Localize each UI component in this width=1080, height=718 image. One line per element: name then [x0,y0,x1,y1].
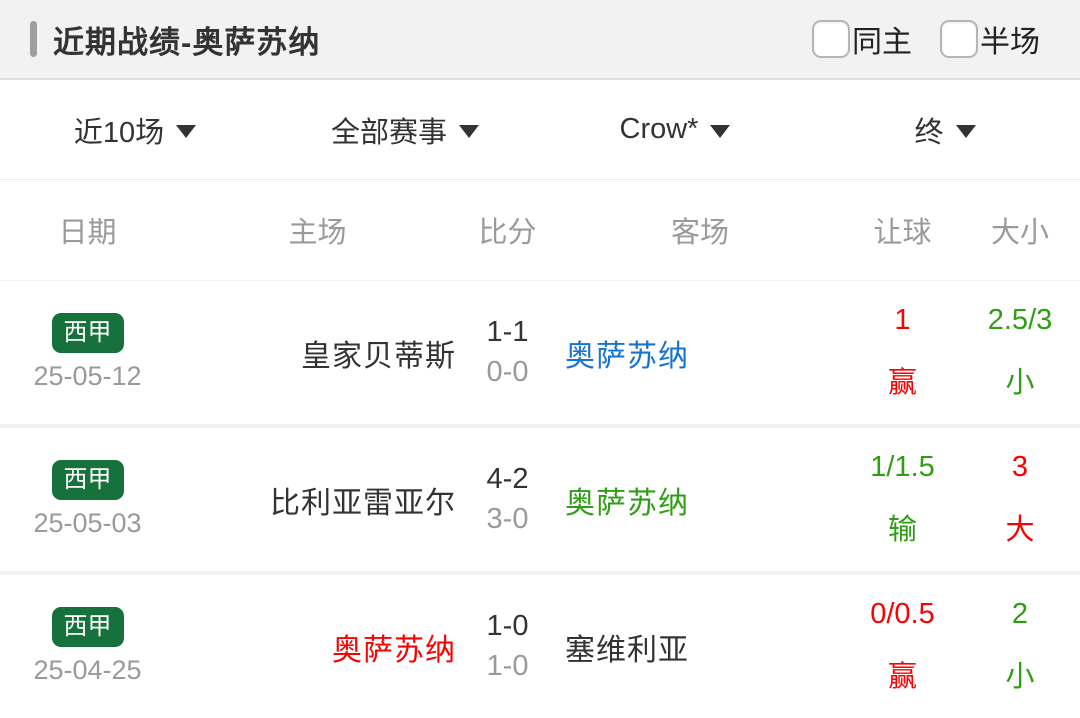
half-time-score: 0-0 [486,356,529,388]
handicap-value: 1 [894,304,911,336]
filter-bookmaker-label: Crow* [619,113,699,145]
match-date: 25-05-03 [33,507,142,538]
match-date: 25-05-12 [33,360,142,391]
score-cell: 1-1 0-0 [460,316,555,389]
league-badge: 西甲 [51,607,124,647]
away-team-cell: 奥萨苏纳 [555,478,845,522]
title-wrap: 近期战绩-奥萨苏纳 [30,17,320,62]
home-team-cell: 比利亚雷亚尔 [175,478,460,522]
over-under-value: 2 [1011,598,1029,630]
home-team-name[interactable]: 皇家贝蒂斯 [301,339,456,373]
column-header-home: 主场 [288,217,347,249]
home-team-cell: 奥萨苏纳 [175,625,460,669]
header-bar: 近期战绩-奥萨苏纳 同主 半场 [0,0,1080,80]
league-badge: 西甲 [51,313,124,353]
filter-bookmaker[interactable]: Crow* [540,113,810,146]
handicap-result: 赢 [887,367,917,399]
over-under-cell: 2.5/3 小 [960,304,1080,401]
same-home-checkbox-label: 同主 [852,26,912,59]
handicap-cell: 1/1.5 输 [845,451,960,548]
checkbox-groups: 同主 半场 [812,17,1040,61]
away-team-name[interactable]: 奥萨苏纳 [565,486,689,520]
column-header-score: 比分 [478,217,537,249]
handicap-cell: 1 赢 [845,304,960,401]
over-under-value: 3 [1011,451,1029,483]
home-team-cell: 皇家贝蒂斯 [175,331,460,375]
handicap-cell: 0/0.5 赢 [845,598,960,695]
half-time-checkbox[interactable] [940,20,978,58]
column-header-date: 日期 [58,217,117,249]
score-cell: 1-0 1-0 [460,610,555,683]
row-divider [0,424,1080,428]
column-header-away: 客场 [670,217,729,249]
home-team-name[interactable]: 奥萨苏纳 [332,633,456,667]
table-row[interactable]: 西甲 25-05-03 比利亚雷亚尔 4-2 3-0 奥萨苏纳 1/1.5 输 … [0,428,1080,571]
full-time-score: 1-0 [486,610,529,642]
same-home-checkbox-group[interactable]: 同主 [812,17,912,61]
table-body: 西甲 25-05-12 皇家贝蒂斯 1-1 0-0 奥萨苏纳 1 赢 2.5/3… [0,281,1080,718]
chevron-down-icon [176,125,197,138]
filter-odds-time-label: 终 [914,116,944,149]
half-time-checkbox-label: 半场 [980,26,1040,59]
away-team-cell: 奥萨苏纳 [555,331,845,375]
half-time-checkbox-group[interactable]: 半场 [940,17,1040,61]
filter-match-count-label: 近10场 [73,116,165,149]
away-team-name[interactable]: 塞维利亚 [565,633,689,667]
filter-row: 近10场 全部赛事 Crow* 终 [0,80,1080,180]
over-under-result: 大 [1005,514,1035,546]
title-marker [30,21,37,57]
match-date: 25-04-25 [33,654,142,685]
chevron-down-icon [710,125,731,138]
handicap-value: 0/0.5 [870,598,935,630]
same-home-checkbox[interactable] [812,20,850,58]
half-time-score: 1-0 [486,650,529,682]
handicap-result: 赢 [887,661,917,693]
column-header-over-under: 大小 [990,217,1049,249]
chevron-down-icon [955,125,976,138]
row-divider [0,571,1080,575]
handicap-result: 输 [887,514,917,546]
chevron-down-icon [459,125,479,138]
over-under-result: 小 [1005,661,1035,693]
filter-competition[interactable]: 全部赛事 [270,109,540,151]
filter-odds-time[interactable]: 终 [810,109,1080,151]
away-team-name[interactable]: 奥萨苏纳 [565,339,689,373]
filter-competition-label: 全部赛事 [330,116,447,149]
table-row[interactable]: 西甲 25-04-25 奥萨苏纳 1-0 1-0 塞维利亚 0/0.5 赢 2 … [0,575,1080,718]
filter-match-count[interactable]: 近10场 [0,109,270,151]
league-badge: 西甲 [51,460,124,500]
table-header-row: 日期 主场 比分 客场 让球 大小 [0,180,1080,281]
half-time-score: 3-0 [486,503,529,535]
full-time-score: 4-2 [486,463,529,495]
over-under-cell: 2 小 [960,598,1080,695]
over-under-value: 2.5/3 [987,304,1053,336]
full-time-score: 1-1 [486,316,529,348]
table-row[interactable]: 西甲 25-05-12 皇家贝蒂斯 1-1 0-0 奥萨苏纳 1 赢 2.5/3… [0,281,1080,424]
over-under-cell: 3 大 [960,451,1080,548]
score-cell: 4-2 3-0 [460,463,555,536]
home-team-name[interactable]: 比利亚雷亚尔 [270,486,456,520]
date-cell: 西甲 25-05-03 [0,460,175,538]
date-cell: 西甲 25-04-25 [0,607,175,685]
date-cell: 西甲 25-05-12 [0,313,175,391]
column-header-handicap: 让球 [873,217,932,249]
handicap-value: 1/1.5 [870,451,935,483]
over-under-result: 小 [1005,367,1035,399]
away-team-cell: 塞维利亚 [555,625,845,669]
page-title: 近期战绩-奥萨苏纳 [53,24,321,60]
